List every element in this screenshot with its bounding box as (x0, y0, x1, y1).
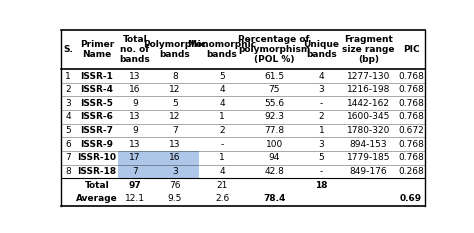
Text: 17: 17 (129, 153, 141, 162)
Text: Average: Average (76, 194, 118, 203)
Text: -: - (320, 167, 323, 176)
Text: 2: 2 (65, 85, 71, 94)
Text: 2.6: 2.6 (215, 194, 229, 203)
Bar (152, 165, 199, 178)
Text: ISSR-10: ISSR-10 (77, 153, 117, 162)
Text: 0.768: 0.768 (398, 140, 424, 149)
Text: 13: 13 (169, 140, 181, 149)
Text: ISSR-7: ISSR-7 (81, 126, 113, 135)
Text: 21: 21 (216, 181, 228, 190)
Text: 2: 2 (219, 126, 225, 135)
Text: 1: 1 (219, 153, 225, 162)
Text: 61.5: 61.5 (264, 72, 284, 81)
Text: Unique
bands: Unique bands (303, 40, 339, 59)
Text: 1779-185: 1779-185 (347, 153, 391, 162)
Text: 4: 4 (319, 72, 324, 81)
Text: 5: 5 (319, 153, 324, 162)
Text: 1442-162: 1442-162 (347, 99, 390, 108)
Text: 12.1: 12.1 (125, 194, 145, 203)
Text: 94: 94 (268, 153, 280, 162)
Text: 77.8: 77.8 (264, 126, 284, 135)
Text: ISSR-1: ISSR-1 (81, 72, 113, 81)
Text: 4: 4 (219, 85, 225, 94)
Text: ISSR-9: ISSR-9 (81, 140, 113, 149)
Text: 3: 3 (65, 99, 71, 108)
Text: ISSR-6: ISSR-6 (81, 113, 113, 121)
Text: 1: 1 (319, 126, 324, 135)
Text: 13: 13 (129, 140, 141, 149)
Text: 97: 97 (128, 181, 141, 190)
Text: 9: 9 (132, 126, 138, 135)
Text: 42.8: 42.8 (264, 167, 284, 176)
Text: 75: 75 (268, 85, 280, 94)
Text: Monomorphic
bands: Monomorphic bands (187, 40, 256, 59)
Text: 7: 7 (65, 153, 71, 162)
Text: 12: 12 (169, 85, 181, 94)
Text: 7: 7 (172, 126, 178, 135)
Text: 8: 8 (65, 167, 71, 176)
Text: 18: 18 (315, 181, 328, 190)
Text: 0.69: 0.69 (400, 194, 422, 203)
Text: 2: 2 (319, 113, 324, 121)
Text: 100: 100 (265, 140, 283, 149)
Text: 4: 4 (219, 167, 225, 176)
Text: 7: 7 (132, 167, 138, 176)
Text: 0.768: 0.768 (398, 99, 424, 108)
Bar (152, 151, 199, 165)
Text: 0.768: 0.768 (398, 153, 424, 162)
Text: 3: 3 (319, 85, 324, 94)
Text: 1277-130: 1277-130 (347, 72, 390, 81)
Text: 849-176: 849-176 (350, 167, 387, 176)
Text: 0.768: 0.768 (398, 113, 424, 121)
Text: -: - (320, 99, 323, 108)
Text: 1216-198: 1216-198 (347, 85, 390, 94)
Text: 55.6: 55.6 (264, 99, 284, 108)
Text: 5: 5 (219, 72, 225, 81)
Text: Fragment
size range
(bp): Fragment size range (bp) (342, 34, 395, 64)
Text: 0.672: 0.672 (398, 126, 424, 135)
Text: 0.768: 0.768 (398, 72, 424, 81)
Text: 0.768: 0.768 (398, 85, 424, 94)
Text: Percentage of
polymorphism
(POL %): Percentage of polymorphism (POL %) (238, 34, 310, 64)
Text: PIC: PIC (403, 45, 419, 54)
Text: Total: Total (84, 181, 109, 190)
Text: 12: 12 (169, 113, 181, 121)
Text: 6: 6 (65, 140, 71, 149)
Text: 4: 4 (65, 113, 71, 121)
Text: Total
no. of
bands: Total no. of bands (119, 34, 150, 64)
Text: 3: 3 (172, 167, 178, 176)
Text: 1: 1 (65, 72, 71, 81)
Text: ISSR-4: ISSR-4 (81, 85, 113, 94)
Text: 1: 1 (219, 113, 225, 121)
Text: 76: 76 (169, 181, 181, 190)
Text: 16: 16 (169, 153, 181, 162)
Text: 92.3: 92.3 (264, 113, 284, 121)
Bar (118, 165, 152, 178)
Text: 5: 5 (65, 126, 71, 135)
Text: -: - (220, 140, 224, 149)
Text: 5: 5 (172, 99, 178, 108)
Text: 9.5: 9.5 (168, 194, 182, 203)
Text: 0.268: 0.268 (398, 167, 424, 176)
Bar (118, 151, 152, 165)
Text: 3: 3 (319, 140, 324, 149)
Text: 13: 13 (129, 113, 141, 121)
Text: 13: 13 (129, 72, 141, 81)
Text: 9: 9 (132, 99, 138, 108)
Text: 894-153: 894-153 (350, 140, 387, 149)
Text: 8: 8 (172, 72, 178, 81)
Text: ISSR-5: ISSR-5 (81, 99, 113, 108)
Text: Primer
Name: Primer Name (80, 40, 114, 59)
Text: 4: 4 (219, 99, 225, 108)
Text: 16: 16 (129, 85, 141, 94)
Text: 1600-345: 1600-345 (347, 113, 390, 121)
Text: Polymorphic
bands: Polymorphic bands (144, 40, 207, 59)
Text: 78.4: 78.4 (263, 194, 285, 203)
Text: ISSR-18: ISSR-18 (77, 167, 117, 176)
Text: 1780-320: 1780-320 (347, 126, 390, 135)
Text: S.: S. (64, 45, 73, 54)
